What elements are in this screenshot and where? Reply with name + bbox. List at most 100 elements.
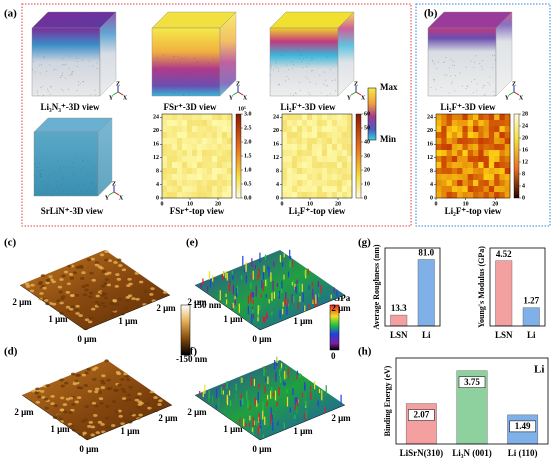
map-cell: [441, 180, 447, 187]
afm-grain: [82, 293, 88, 297]
map-cell: [327, 126, 333, 133]
cube-speck: [61, 64, 63, 66]
map-cell: [342, 162, 348, 169]
map-cell: [332, 180, 338, 187]
map-cell: [504, 180, 511, 187]
map-cell: [322, 114, 328, 121]
map-cell: [172, 114, 178, 121]
cube-speck: [182, 84, 184, 86]
afm-grain: [115, 273, 120, 276]
afm-grain: [136, 405, 141, 409]
afm-grain: [51, 302, 57, 306]
map-cell: [483, 150, 490, 157]
afm-grain: [104, 258, 109, 262]
afm-edge: [21, 394, 88, 441]
cube-speck: [493, 91, 495, 93]
map-cell: [187, 156, 193, 163]
afm-axis-label: 1 μm: [118, 316, 138, 326]
map-cell: [197, 180, 203, 187]
cube-speck: [77, 81, 79, 83]
cube-speck: [61, 75, 63, 77]
afm-grain: [110, 424, 116, 427]
cube-speck: [53, 188, 55, 190]
afm-grain: [89, 271, 94, 275]
x-tick-label: 20: [215, 201, 221, 207]
map-cell: [227, 156, 233, 163]
cube-speck: [65, 177, 67, 179]
cube-speck: [90, 182, 92, 184]
map-cell: [478, 150, 484, 157]
cube-speck: [41, 86, 43, 88]
map-cell: [504, 144, 511, 151]
map-cell: [488, 132, 495, 139]
afm-grain: [135, 297, 140, 301]
map-cell: [302, 168, 308, 175]
map-cell: [457, 186, 463, 193]
map-cell: [297, 162, 303, 169]
map-cell: [282, 186, 288, 193]
map-cell: [207, 144, 213, 151]
cube-speck: [53, 69, 55, 71]
cube-speck: [167, 84, 169, 86]
map-cell: [467, 180, 474, 187]
afm-grain: [101, 270, 107, 273]
map-cell: [167, 180, 173, 187]
map-cell: [167, 150, 173, 157]
cube-speck: [39, 176, 41, 178]
afm-surface: [195, 250, 345, 330]
axis-triad-label: Z: [116, 81, 120, 87]
afm-grain: [43, 398, 49, 401]
map-cell: [473, 138, 479, 145]
afm-grain: [98, 397, 104, 401]
cube-speck: [40, 63, 42, 65]
panel-label: (a): [4, 8, 17, 20]
map-cell: [499, 144, 506, 151]
x-tick-label: 0: [435, 201, 438, 207]
afm-grain: [120, 312, 125, 316]
cube-speck: [62, 90, 64, 92]
cube-speck: [277, 67, 279, 69]
axis-triad-label: X: [119, 195, 124, 201]
cube-speck: [434, 63, 436, 65]
map-cell: [347, 150, 353, 157]
map-cell: [436, 162, 442, 169]
map-cell: [172, 186, 178, 193]
map-cell: [347, 168, 353, 175]
cube-speck: [33, 194, 35, 196]
cube-side: [97, 117, 113, 197]
map-cell: [504, 168, 511, 175]
cube-speck: [96, 62, 98, 64]
cube-speck: [334, 79, 336, 81]
map-cell: [451, 132, 458, 139]
afm-grain: [38, 281, 43, 284]
afm-grain: [89, 291, 94, 295]
afm-grain: [68, 411, 73, 414]
afm-axis-label: 2 μm: [331, 413, 351, 423]
x-tick-label: LSN: [495, 330, 513, 340]
afm-grain: [81, 373, 87, 377]
cube-speck: [49, 85, 51, 87]
cube-speck: [309, 81, 311, 83]
map-cell: [499, 156, 506, 163]
cube-speck: [79, 169, 81, 171]
y-axis-label: Binding Energy (eV): [383, 365, 392, 436]
cube-speck: [483, 94, 485, 96]
afm-grain: [75, 304, 80, 308]
cube-speck: [164, 81, 166, 83]
map-cell: [222, 168, 228, 175]
map-cell: [467, 174, 474, 181]
map-cell: [182, 144, 188, 151]
map-cell: [197, 132, 203, 139]
map-cell: [504, 132, 511, 139]
x-tick-label: LiSrN(310): [400, 448, 444, 458]
map-cell: [177, 126, 183, 133]
cube-speck: [327, 85, 329, 87]
afm-grain: [109, 301, 114, 305]
map-cell: [347, 114, 353, 121]
map-cell: [192, 192, 198, 199]
cube-speck: [324, 71, 326, 73]
cube-speck: [434, 80, 436, 82]
cube-speck: [305, 76, 307, 78]
map-cell: [312, 114, 318, 121]
map-cell: [282, 156, 288, 163]
